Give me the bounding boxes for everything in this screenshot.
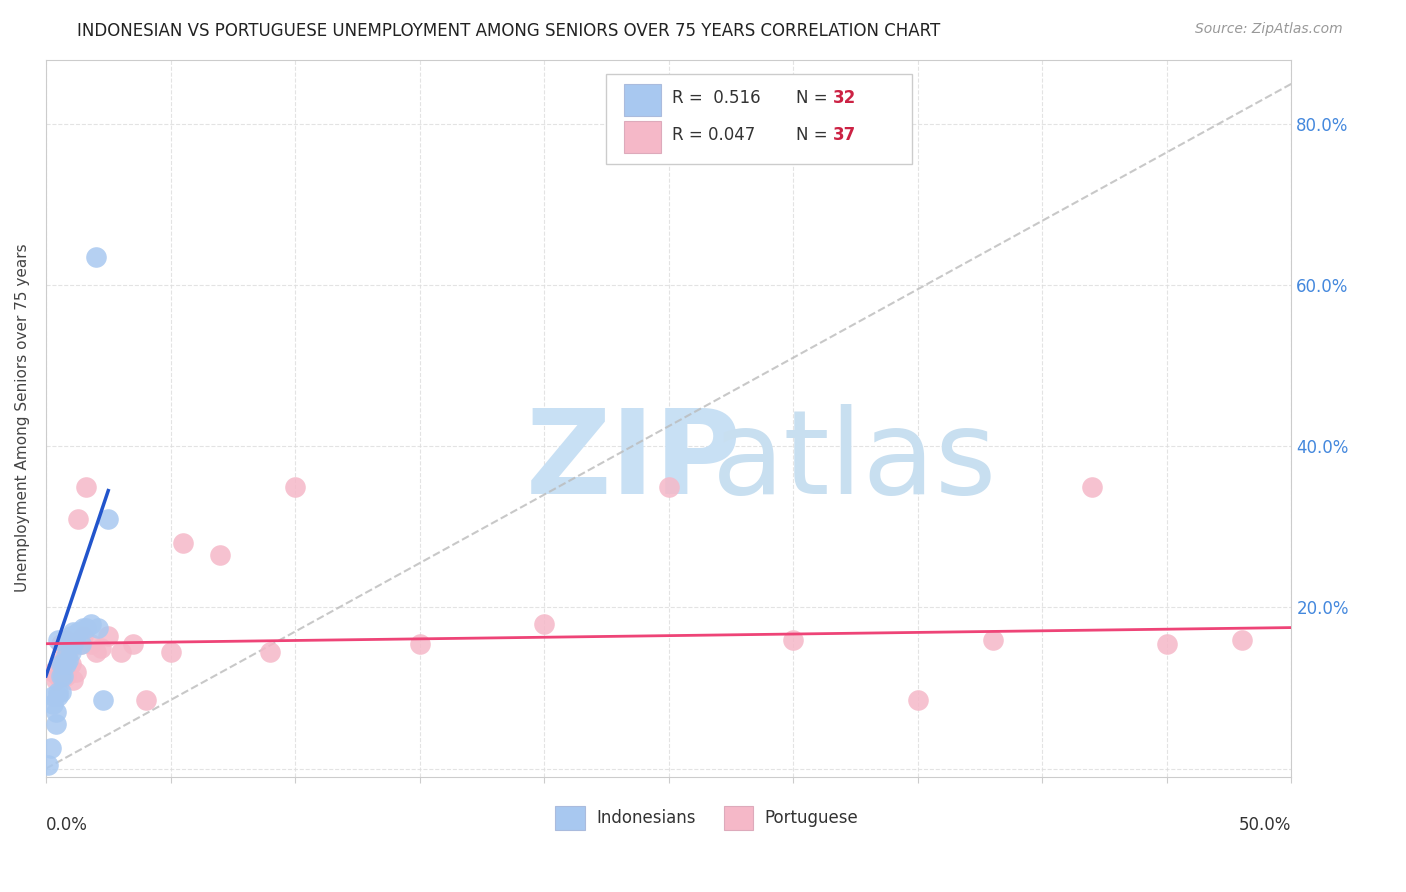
Point [45,705,67,719]
Point [55,657,77,671]
FancyBboxPatch shape [624,84,661,116]
Point [58,632,80,647]
Point [1230,632,1253,647]
Point [49,685,72,699]
Text: 50.0%: 50.0% [1239,816,1292,834]
Point [1156,637,1178,651]
Point [782,632,804,647]
Point [48,685,70,699]
Text: N =: N = [796,126,832,144]
Text: Source: ZipAtlas.com: Source: ZipAtlas.com [1195,22,1343,37]
Point [42,665,65,679]
Point [209,548,232,562]
Text: N =: N = [796,88,832,107]
FancyBboxPatch shape [624,121,661,153]
Point [97,629,120,643]
Text: 37: 37 [834,126,856,144]
Text: 0.0%: 0.0% [46,816,87,834]
Point [45,673,67,687]
Point [72,621,94,635]
Point [80,637,103,651]
Point [58,645,80,659]
Point [533,616,555,631]
Point [67,512,90,526]
Point [981,632,1004,647]
Point [55,632,77,647]
Point [59,629,82,643]
Point [39,741,62,756]
Point [49,669,72,683]
Point [91,693,114,707]
Point [48,669,70,683]
Text: Portuguese: Portuguese [765,809,859,827]
Point [59,657,82,671]
FancyBboxPatch shape [724,806,754,830]
Point [42,689,65,703]
Text: R =  0.516: R = 0.516 [672,88,761,107]
FancyBboxPatch shape [606,74,911,163]
Point [49,657,72,671]
Point [907,693,929,707]
Point [62,624,84,639]
Point [49,661,72,675]
Point [55,648,77,663]
Text: INDONESIAN VS PORTUGUESE UNEMPLOYMENT AMONG SENIORS OVER 75 YEARS CORRELATION CH: INDONESIAN VS PORTUGUESE UNEMPLOYMENT AM… [77,22,941,40]
Point [70,637,93,651]
Point [42,697,65,711]
Point [75,621,97,635]
Point [48,689,70,703]
Point [52,657,75,671]
Point [87,621,110,635]
Point [37,757,59,772]
FancyBboxPatch shape [555,806,585,830]
Point [65,665,87,679]
Text: ZIP: ZIP [526,404,741,518]
Text: R = 0.047: R = 0.047 [672,126,755,144]
Point [84,645,107,659]
Point [62,673,84,687]
Point [97,512,120,526]
Point [72,629,94,643]
Y-axis label: Unemployment Among Seniors over 75 years: Unemployment Among Seniors over 75 years [15,244,30,592]
Point [408,637,430,651]
Point [45,717,67,731]
Point [48,632,70,647]
Point [159,645,181,659]
Point [122,637,145,651]
Point [62,637,84,651]
Point [65,629,87,643]
Point [55,669,77,683]
Point [58,653,80,667]
Point [259,645,281,659]
Point [59,645,82,659]
Point [52,669,75,683]
Text: Indonesians: Indonesians [596,809,696,827]
Point [67,624,90,639]
Point [110,645,132,659]
Point [284,480,307,494]
Point [90,640,112,655]
Point [135,693,157,707]
Text: 32: 32 [834,88,856,107]
Point [658,480,681,494]
Text: atlas: atlas [713,404,998,518]
Point [75,480,97,494]
Point [70,637,93,651]
Point [80,616,103,631]
Point [49,637,72,651]
Point [84,250,107,264]
Point [172,536,194,550]
Point [52,653,75,667]
Point [1081,480,1104,494]
